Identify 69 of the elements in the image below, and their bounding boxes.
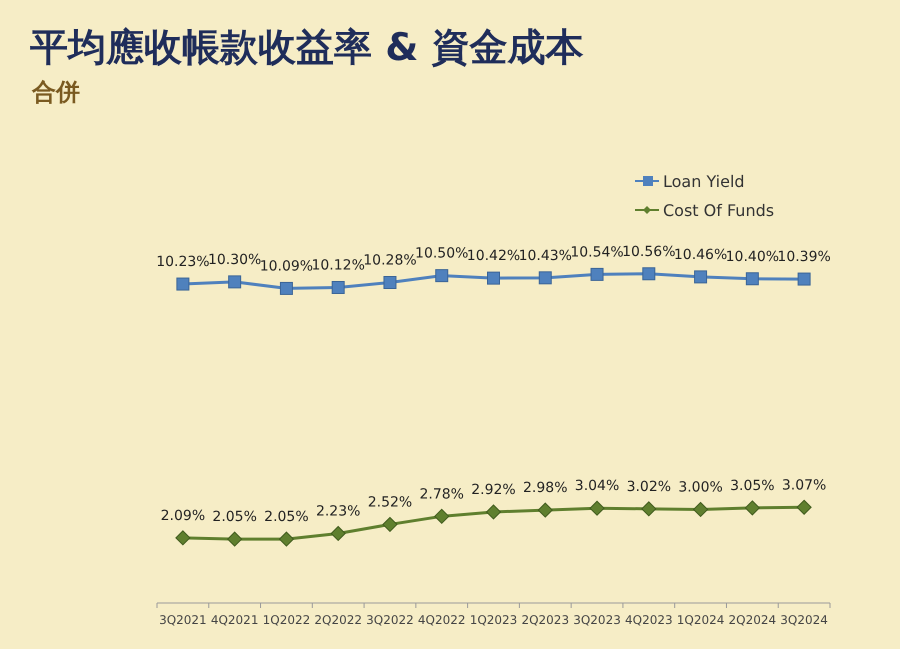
chart-title: 平均應收帳款收益率 & 資金成本 [30, 25, 584, 69]
x-tick-label: 1Q2023 [470, 613, 518, 627]
point [693, 502, 708, 517]
point [538, 502, 553, 518]
x-tick-label: 3Q2024 [780, 613, 828, 627]
data-label: 10.28% [363, 252, 417, 268]
legend-label: Loan Yield [663, 172, 745, 191]
data-label: 10.42% [466, 248, 520, 264]
point [228, 275, 242, 288]
point [744, 500, 760, 516]
data-label: 10.54% [570, 244, 624, 260]
point [175, 530, 190, 546]
data-label: 2.05% [212, 509, 257, 526]
chart-subtitle: 合併 [31, 78, 80, 106]
point [642, 267, 656, 280]
data-label: 2.23% [316, 503, 360, 520]
point [590, 500, 605, 516]
data-label: 10.12% [311, 257, 365, 274]
data-label: 2.09% [160, 508, 206, 524]
x-tick-label: 2Q2023 [521, 613, 570, 627]
x-tick-label: 4Q2022 [418, 613, 466, 627]
x-tick-label: 4Q2021 [210, 613, 258, 627]
data-label: 10.30% [208, 252, 262, 268]
data-label: 2.52% [368, 494, 412, 510]
point [176, 278, 190, 291]
x-tick-label: 2Q2024 [728, 613, 776, 627]
x-tick-label: 2Q2022 [314, 613, 362, 627]
data-label: 10.43% [518, 248, 572, 264]
point [383, 276, 396, 289]
point [330, 526, 346, 541]
data-label: 3.00% [678, 479, 723, 496]
point [382, 516, 398, 532]
data-label: 3.04% [574, 478, 620, 494]
data-label: 3.05% [730, 478, 775, 494]
x-tick-label: 3Q2023 [573, 613, 621, 627]
point [538, 271, 552, 284]
x-tick-label: 1Q2024 [676, 613, 724, 627]
data-label: 2.78% [419, 486, 464, 502]
point [332, 280, 345, 294]
point [278, 532, 294, 547]
data-label: 2.05% [264, 509, 309, 526]
data-label: 3.07% [782, 477, 826, 494]
point [694, 270, 708, 284]
point [796, 500, 812, 515]
x-tick-label: 4Q2023 [624, 613, 673, 627]
point [227, 532, 242, 547]
point [435, 269, 448, 282]
point [280, 282, 293, 295]
data-label: 10.23% [156, 254, 210, 270]
data-label: 2.98% [523, 480, 568, 496]
data-label: 10.09% [260, 258, 314, 274]
data-label: 3.02% [626, 478, 672, 495]
data-label: 10.56% [622, 244, 676, 260]
legend-label: Cost Of Funds [663, 201, 774, 220]
data-label: 10.46% [674, 246, 728, 263]
data-label: 2.92% [471, 482, 516, 498]
point [590, 268, 604, 281]
data-label: 10.50% [415, 246, 468, 262]
x-tick-label: 3Q2022 [366, 613, 414, 627]
data-label: 10.40% [726, 248, 780, 265]
point [746, 272, 759, 286]
x-tick-label: 1Q2022 [262, 613, 310, 627]
data-label: 10.39% [777, 249, 831, 266]
point [641, 501, 656, 516]
point [798, 272, 811, 286]
x-tick-label: 3Q2021 [159, 613, 207, 627]
point [434, 508, 450, 524]
point [486, 504, 501, 520]
point [487, 272, 500, 285]
